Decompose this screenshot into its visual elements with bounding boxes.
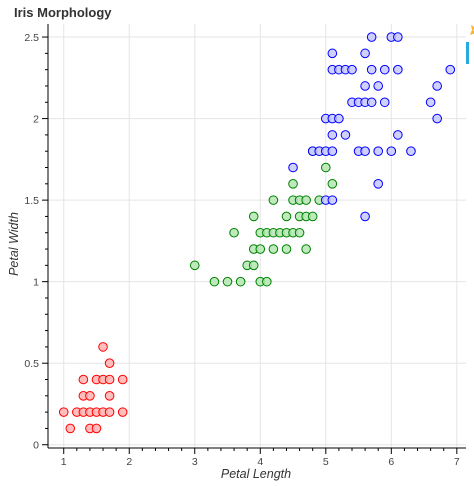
scatter-point [327,146,338,156]
scatter-point [104,407,115,417]
x-tick-label: 5 [323,456,329,468]
y-tick-label: 0.5 [24,358,39,370]
x-tick-label: 2 [126,456,132,468]
scatter-point [301,244,311,254]
scatter-point [327,48,338,59]
scatter-point [65,423,76,434]
scatter-point [334,113,344,124]
scatter-point [432,81,442,91]
x-tick-label: 1 [61,456,67,468]
scatter-point [268,195,279,205]
scatter-point [85,391,95,401]
x-axis-label: Petal Length [221,467,291,481]
scatter-point [373,81,384,91]
scatter-point [386,146,397,156]
scatter-point [248,260,259,271]
scatter-point [360,146,370,156]
chart-title: Iris Morphology [14,5,112,20]
scatter-point [301,195,311,205]
scatter-point [379,64,390,75]
scatter-point [393,32,403,42]
scatter-point [366,97,377,108]
scatter-point [255,244,266,254]
scatter-point [294,227,305,238]
scatter-point [209,276,220,287]
scatter-point [104,391,115,401]
x-tick-label: 4 [257,456,263,468]
scatter-point [248,211,259,222]
y-axis-label: Petal Width [7,212,21,276]
scatter-point [373,179,384,189]
active-tool-indicator[interactable] [466,42,469,64]
scatter-point [117,374,128,385]
x-tick-label: 7 [454,456,460,468]
chart-toolbar[interactable] [465,22,474,82]
scatter-point [91,423,102,434]
y-tick-label: 1 [33,277,39,289]
y-tick-label: 2.5 [24,32,39,44]
axes: 1 2 3 4 5 6 7 0 0.5 1 1.5 2 2.5 [24,24,466,468]
scatter-point [268,244,279,254]
scatter-point [340,130,351,140]
scatter-point [281,244,292,254]
scatter-point [222,276,233,287]
y-tick-label: 2 [33,114,39,126]
scatter-point [288,179,298,189]
y-tick-label: 0 [33,440,39,452]
scatter-point [104,358,115,369]
x-tick-label: 6 [388,456,394,468]
scatter-point [393,130,403,140]
scatter-point [262,276,272,287]
scatter-point [366,32,377,42]
scatter-point [327,179,338,189]
scatter-point [78,374,89,385]
scatter-point [235,276,246,287]
scatter-point [432,113,442,124]
scatter-point [307,211,318,222]
scatter-point [189,260,200,271]
scatter-point [288,162,298,173]
bokeh-logo-icon [470,25,474,35]
scatter-point [393,64,403,75]
scatter-point [425,97,436,108]
scatter-point [347,64,357,75]
data-points [58,32,456,434]
scatter-point [360,81,370,91]
scatter-point [327,130,338,140]
scatter-point [360,48,370,59]
scatter-point [373,146,384,156]
scatter-point [104,374,115,385]
scatter-point [58,407,69,417]
scatter-point [366,64,377,75]
scatter-point [379,97,390,108]
scatter-point [229,227,239,238]
scatter-point [327,195,338,205]
y-tick-label: 1.5 [24,195,39,207]
scatter-point [320,162,331,173]
scatter-point [445,64,456,75]
scatter-point [281,211,292,222]
scatter-point [406,146,416,156]
x-tick-label: 3 [192,456,198,468]
scatter-point [360,211,370,222]
scatter-point [117,407,128,417]
scatter-point [98,342,108,352]
